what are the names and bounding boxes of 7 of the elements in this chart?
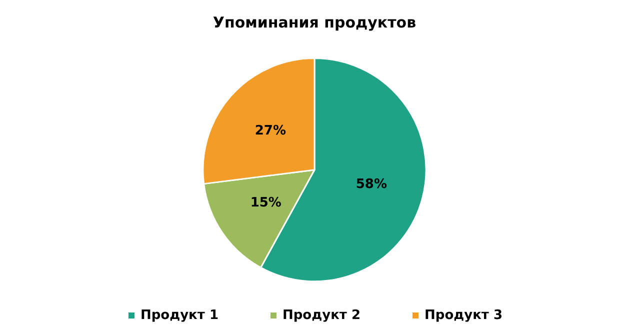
- legend-label: Продукт 2: [282, 308, 361, 323]
- data-label: 15%: [250, 195, 282, 210]
- legend-label: Продукт 1: [140, 308, 219, 323]
- data-label: 58%: [356, 176, 387, 192]
- legend-label: Продукт 3: [424, 308, 503, 323]
- chart-title: Упоминания продуктов: [212, 14, 416, 32]
- data-label: 27%: [254, 123, 286, 138]
